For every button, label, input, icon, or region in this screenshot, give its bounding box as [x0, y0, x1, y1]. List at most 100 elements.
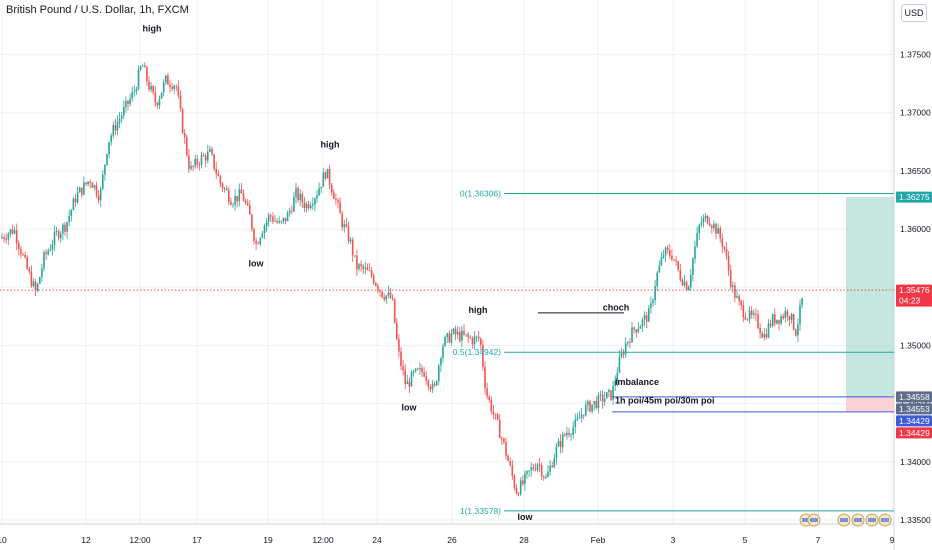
candle-body	[372, 275, 375, 284]
candle-body	[236, 196, 238, 202]
candle-body	[133, 91, 136, 93]
candle-body	[448, 333, 451, 343]
candle-body	[423, 372, 425, 377]
candle-body	[477, 336, 480, 339]
candle-body	[253, 229, 255, 241]
candle-body	[578, 417, 581, 419]
candle-body	[404, 370, 406, 385]
candle-body	[662, 255, 665, 258]
time-tick-label: 12:00	[129, 535, 151, 545]
candle-body	[410, 371, 413, 387]
candle-body	[95, 185, 98, 196]
candle-body	[597, 394, 600, 409]
candle-body	[97, 195, 100, 201]
candle-body	[385, 295, 388, 300]
candle-body	[391, 298, 394, 299]
candle-body	[561, 434, 564, 448]
candle-body	[171, 86, 173, 90]
take-profit-zone	[846, 197, 894, 397]
candle-body	[589, 401, 591, 412]
candle-body	[795, 329, 797, 336]
price-tick-label: 1.36500	[900, 166, 931, 176]
candle-body	[257, 243, 259, 245]
candle-body	[341, 213, 343, 228]
candle-body	[202, 155, 205, 157]
candle-body	[102, 174, 104, 189]
candle-body	[246, 202, 249, 206]
candle-body	[272, 216, 274, 222]
candle-body	[469, 337, 472, 339]
candle-body	[427, 380, 430, 387]
candle-body	[62, 224, 64, 234]
candle-body	[614, 381, 616, 386]
candle-body	[307, 204, 310, 209]
candle-body	[387, 292, 390, 296]
candle-body	[87, 181, 89, 185]
candle-body	[144, 65, 146, 68]
candle-body	[135, 89, 138, 92]
candle-body	[763, 334, 766, 338]
candle-body	[419, 368, 421, 370]
candle-body	[740, 300, 742, 306]
candle-body	[169, 84, 171, 87]
candle-body	[568, 432, 570, 435]
annotation-label: high	[143, 23, 162, 33]
candle-body	[698, 225, 700, 234]
candle-body	[232, 204, 234, 206]
candle-body	[574, 419, 577, 428]
candle-body	[343, 224, 346, 228]
candle-body	[431, 383, 434, 390]
candle-body	[706, 215, 709, 224]
candle-body	[30, 271, 33, 287]
candle-body	[137, 69, 140, 90]
price-tick-label: 1.34000	[900, 457, 931, 467]
candle-body	[454, 328, 457, 335]
candle-body	[148, 81, 150, 90]
candle-body	[309, 205, 312, 209]
candle-body	[486, 388, 488, 397]
candle-body	[255, 240, 257, 244]
candle-body	[654, 286, 656, 300]
candle-body	[7, 234, 10, 240]
candle-body	[771, 314, 774, 326]
candle-body	[421, 368, 423, 373]
candle-body	[746, 319, 749, 321]
candle-body	[557, 440, 560, 447]
annotation-label: choch	[603, 303, 630, 313]
candle-body	[36, 283, 39, 291]
candle-body	[685, 281, 688, 291]
candle-body	[696, 233, 698, 247]
candle-body	[53, 231, 56, 245]
candle-body	[442, 346, 444, 359]
candle-body	[118, 118, 121, 122]
candle-body	[618, 356, 621, 373]
candle-body	[526, 471, 528, 474]
candle-body	[482, 344, 484, 368]
candle-body	[78, 187, 81, 193]
candle-body	[215, 168, 217, 174]
candle-body	[89, 181, 91, 183]
candle-body	[240, 189, 243, 194]
candle-body	[286, 212, 289, 222]
candle-body	[700, 222, 703, 226]
candle-body	[463, 330, 465, 335]
candle-body	[572, 427, 574, 435]
candle-body	[738, 296, 740, 301]
candle-body	[595, 401, 598, 409]
price-tick-label: 1.33500	[900, 515, 931, 525]
candle-body	[276, 220, 278, 223]
candle-body	[587, 401, 589, 405]
candle-body	[461, 330, 463, 341]
candle-body	[564, 434, 566, 436]
currency-button[interactable]: USD	[901, 4, 927, 22]
candle-body	[671, 255, 673, 260]
candle-body	[198, 164, 201, 166]
candle-body	[165, 75, 167, 83]
candle-body	[488, 396, 490, 400]
candle-body	[303, 202, 306, 209]
candle-body	[717, 228, 719, 234]
candle-body	[379, 290, 381, 292]
candle-body	[633, 327, 635, 330]
candle-body	[244, 200, 247, 203]
